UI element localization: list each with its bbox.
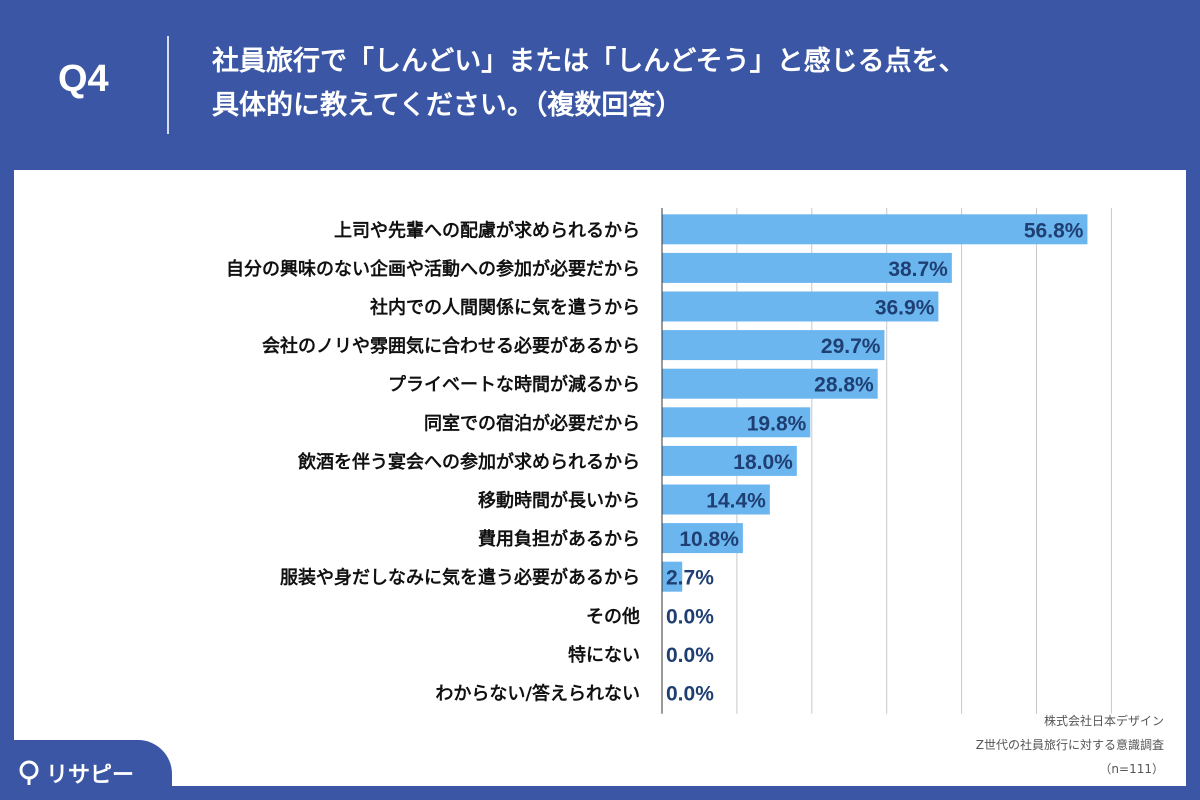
bar [662,407,811,438]
bar [662,445,797,476]
credit-survey: Z世代の社員旅行に対する意識調査 [975,738,1164,752]
value-label: 36.9% [875,297,935,320]
value-label: 14.4% [706,490,766,513]
value-label: 19.8% [747,412,807,435]
bar [662,214,1088,245]
category-label: その他 [586,605,640,627]
category-label: 社内での人間関係に気を遣うから [370,297,640,319]
bar [662,484,770,515]
credit-sample-size: （n=111） [1099,762,1164,776]
logo-text: リサピー [46,763,135,788]
logo-tab [0,740,172,800]
bar [662,330,885,361]
credit-company: 株式会社日本デザイン [1043,714,1164,728]
question-title-line1: 社員旅行で「しんどい」または「しんどそう」と感じる点を、 [212,46,966,77]
value-label: 0.0% [666,683,714,706]
logo: リサピー [18,757,134,789]
value-label: 0.0% [666,644,714,667]
value-label: 10.8% [679,528,739,551]
value-label: 29.7% [821,335,881,358]
bar-chart: 上司や先輩への配慮が求められるから 56.8% 自分の興味のない企画や活動への参加が… [226,208,1112,714]
category-label: わからない/答えられない [435,683,640,705]
value-label: 2.7% [666,567,714,590]
question-title-line2: 具体的に教えてください。（複数回答） [212,90,683,121]
bar [662,291,939,322]
value-label: 18.0% [733,451,793,474]
chart-card: 上司や先輩への配慮が求められるから 56.8% 自分の興味のない企画や活動への参加が… [14,170,1186,786]
value-label: 0.0% [666,605,714,628]
category-label: プライベートな時間が減るから [388,374,640,396]
header-divider [167,36,169,134]
category-label: 上司や先輩への配慮が求められるから [334,219,640,241]
question-title: 社員旅行で「しんどい」または「しんどそう」と感じる点を、 具体的に教えてください… [212,40,1172,128]
category-label: 飲酒を伴う宴会への参加が求められるから [297,451,640,473]
category-label: 特にない [568,644,640,666]
category-label: 自分の興味のない企画や活動への参加が必要だから [226,258,640,280]
question-number: Q4 [58,58,109,100]
value-label: 56.8% [1024,219,1084,242]
bar [662,252,952,283]
pin-icon [19,760,39,785]
value-label: 28.8% [814,374,874,397]
category-label: 費用負担があるから [478,528,640,550]
bar [662,523,743,554]
category-label: 移動時間が長いから [478,490,640,512]
value-label: 38.7% [888,258,948,281]
category-label: 同室での宿泊が必要だから [424,412,640,434]
category-label: 服装や身だしなみに気を遣う必要があるから [280,567,640,589]
bar [662,368,878,399]
bar [662,561,683,592]
category-label: 会社のノリや雰囲気に合わせる必要があるから [262,335,640,357]
